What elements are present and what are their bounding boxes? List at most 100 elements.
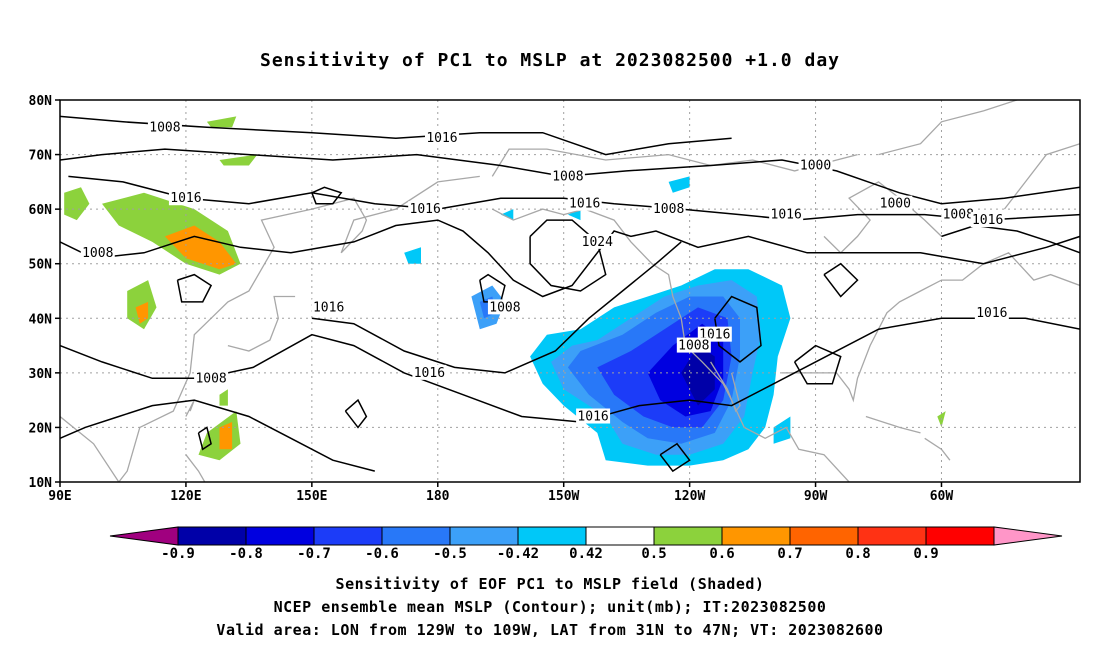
coastline	[878, 100, 1018, 156]
mslp-contour	[793, 344, 842, 385]
lat-tick-label: 70N	[29, 149, 53, 164]
contour-label: 1016	[168, 190, 203, 206]
svg-text:1008: 1008	[149, 120, 180, 135]
colorbar-label: -0.42	[497, 546, 539, 562]
colorbar-swatch	[517, 526, 587, 546]
svg-text:1016: 1016	[972, 213, 1003, 228]
colorbar-label: 0.5	[641, 546, 666, 562]
contour-label: 1008	[550, 168, 585, 184]
sensitivity-patch	[206, 116, 237, 128]
contour-label: 1016	[567, 195, 602, 212]
coastline	[60, 175, 480, 482]
svg-text:1016: 1016	[410, 202, 441, 217]
svg-text:1008: 1008	[943, 208, 974, 223]
mslp-contour	[823, 262, 859, 298]
svg-text:1000: 1000	[880, 197, 911, 212]
colorbar-label: 0.9	[913, 546, 938, 562]
svg-text:1024: 1024	[582, 235, 613, 250]
colorbar-label: -0.9	[161, 546, 195, 562]
mslp-contour	[197, 426, 212, 451]
footer-line-2: NCEP ensemble mean MSLP (Contour); unit(…	[273, 598, 827, 616]
plot-frame	[59, 99, 1081, 483]
contour-label: 1016	[974, 304, 1009, 321]
mslp-contour	[68, 175, 1080, 221]
lat-tick-label: 80N	[29, 94, 53, 109]
contour-label: 1008	[651, 201, 686, 217]
coastline	[227, 295, 296, 352]
lat-tick-label: 10N	[29, 476, 53, 491]
coastline	[782, 252, 1080, 403]
colorbar-arrow-right	[993, 526, 1063, 546]
contour-label: 1016	[769, 206, 804, 223]
colorbar-label: -0.8	[229, 546, 263, 562]
svg-text:1008: 1008	[653, 202, 684, 217]
lat-tick-label: 60N	[29, 203, 53, 218]
lat-tick-label: 40N	[29, 312, 53, 327]
coastline	[924, 437, 951, 461]
mslp-contour	[311, 186, 343, 205]
colorbar-swatch	[313, 526, 383, 546]
coastline	[185, 454, 206, 482]
svg-text:1008: 1008	[82, 246, 113, 261]
colorbar-swatch	[857, 526, 927, 546]
sensitivity-patch	[681, 345, 715, 406]
mslp-contour	[714, 295, 762, 363]
coastline	[491, 208, 850, 482]
mslp-contour	[344, 398, 368, 429]
coastline	[710, 361, 741, 413]
svg-text:1016: 1016	[569, 197, 600, 212]
lon-tick-label: 150E	[296, 489, 327, 504]
mslp-contour	[176, 273, 213, 303]
chart-title: Sensitivity of PC1 to MSLP at 2023082500…	[259, 50, 840, 71]
svg-text:1016: 1016	[170, 191, 201, 206]
lon-tick-label: 60W	[930, 489, 954, 504]
sensitivity-patch	[219, 422, 233, 450]
mslp-contour	[659, 442, 691, 473]
lon-tick-label: 150W	[548, 489, 579, 504]
colorbar-swatch	[585, 526, 655, 546]
contour-label: 1008	[676, 337, 711, 354]
lon-tick-label: 120E	[170, 489, 201, 504]
sensitivity-patch	[668, 176, 690, 193]
sensitivity-patch	[219, 154, 258, 166]
footer-line-1: Sensitivity of EOF PC1 to MSLP field (Sh…	[335, 575, 765, 593]
sensitivity-patch	[500, 209, 514, 221]
lat-tick-label: 20N	[29, 421, 53, 436]
contour-label: 1008	[487, 299, 522, 315]
contour-label: 1008	[941, 206, 976, 223]
colorbar-swatch	[177, 526, 247, 546]
colorbar-arrow-left	[109, 526, 179, 546]
svg-text:1016: 1016	[771, 208, 802, 223]
mslp-contour	[311, 241, 682, 374]
lon-tick-label: 90W	[804, 489, 828, 504]
colorbar-swatch	[721, 526, 791, 546]
contour-label: 1016	[408, 201, 443, 217]
svg-text:1008: 1008	[678, 339, 709, 354]
colorbar-swatch	[789, 526, 859, 546]
colorbar-label: -0.7	[297, 546, 331, 562]
svg-text:1008: 1008	[552, 169, 583, 184]
coastline	[823, 181, 942, 254]
sensitivity-patch	[64, 187, 90, 221]
contour-label: 1024	[580, 233, 615, 250]
svg-text:1008: 1008	[489, 300, 520, 315]
coastline	[865, 415, 921, 434]
colorbar-swatch	[653, 526, 723, 546]
contour-label: 1000	[878, 195, 913, 212]
svg-text:1016: 1016	[426, 131, 457, 146]
sensitivity-patch	[404, 247, 421, 264]
colorbar-label: 0.7	[777, 546, 802, 562]
coastline	[491, 148, 858, 177]
mslp-contour	[529, 219, 607, 292]
sensitivity-patch	[219, 389, 228, 406]
mslp-contour	[479, 273, 506, 303]
colorbar-swatch	[925, 526, 995, 546]
colorbar-swatch	[449, 526, 519, 546]
svg-text:1008: 1008	[195, 371, 226, 386]
colorbar-label: 0.8	[845, 546, 870, 562]
contour-label: 1008	[80, 244, 115, 261]
sensitivity-patch	[164, 225, 237, 270]
